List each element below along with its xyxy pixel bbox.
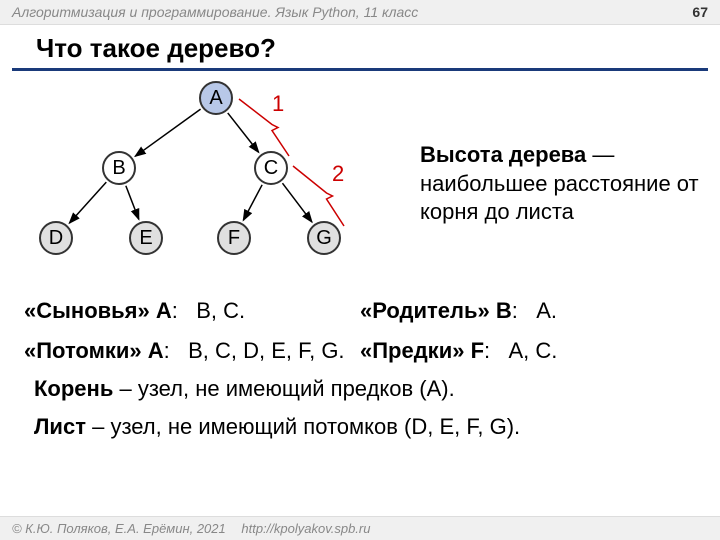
slide-title: Что такое дерево? xyxy=(12,25,708,71)
sons-rel: «Сыновья» А: B, C. xyxy=(24,291,360,331)
tree-node-f: F xyxy=(217,221,251,255)
leaf-def: Лист – узел, не имеющий потомков (D, E, … xyxy=(24,408,696,445)
height-definition: Высота дерева — наибольшее расстояние от… xyxy=(420,141,700,227)
subject-text: Алгоритмизация и программирование. Язык … xyxy=(12,4,418,20)
tree-node-e: E xyxy=(129,221,163,255)
relations-block: «Сыновья» А: B, C. «Родитель» B: A. «Пот… xyxy=(24,291,696,445)
tree-node-c: C xyxy=(254,151,288,185)
level-marker-2: 2 xyxy=(332,161,344,187)
page-number: 67 xyxy=(692,4,708,20)
parent-rel: «Родитель» B: A. xyxy=(360,291,696,331)
level-marker-1: 1 xyxy=(272,91,284,117)
tree-node-b: B xyxy=(102,151,136,185)
tree-node-a: A xyxy=(199,81,233,115)
tree-diagram: A B C D E F G 1 2 xyxy=(24,81,404,281)
content-area: A B C D E F G 1 2 Высота дерева — наибольшее рас… xyxy=(0,71,720,455)
descendants-rel: «Потомки» А: B, C, D, E, F, G. xyxy=(24,331,360,371)
copyright: © К.Ю. Поляков, Е.А. Ерёмин, 2021 xyxy=(12,521,226,536)
tree-node-d: D xyxy=(39,221,73,255)
def-term: Высота дерева xyxy=(420,142,586,167)
footer-url[interactable]: http://kpolyakov.spb.ru xyxy=(241,521,370,536)
ancestors-rel: «Предки» F: A, C. xyxy=(360,331,696,371)
root-def: Корень – узел, не имеющий предков (A). xyxy=(24,370,696,407)
tree-node-g: G xyxy=(307,221,341,255)
slide-footer: © К.Ю. Поляков, Е.А. Ерёмин, 2021 http:/… xyxy=(0,516,720,540)
slide-header: Алгоритмизация и программирование. Язык … xyxy=(0,0,720,25)
